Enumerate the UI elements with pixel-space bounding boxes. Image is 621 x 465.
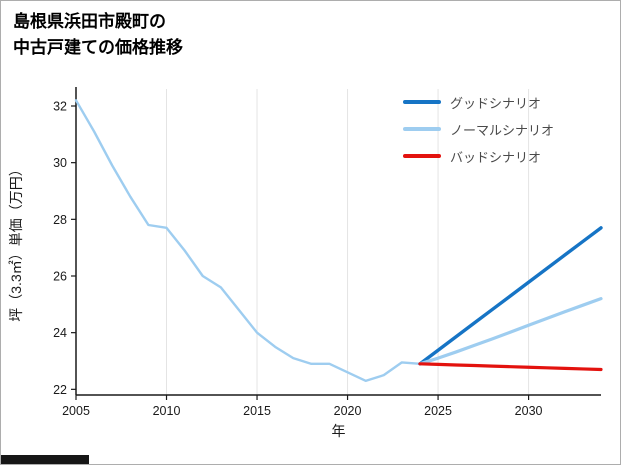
y-tick-label: 26 — [53, 270, 67, 284]
x-tick-label: 2025 — [424, 404, 452, 418]
legend-line-bad — [403, 154, 441, 158]
x-axis-label: 年 — [332, 423, 346, 439]
legend-label-bad: バッドシナリオ — [450, 149, 542, 165]
series-bad — [418, 362, 603, 372]
legend-item-bad: バッドシナリオ — [403, 147, 554, 165]
chart-title: 島根県浜田市殿町の 中古戸建ての価格推移 — [13, 9, 183, 60]
legend-label-normal: ノーマルシナリオ — [450, 122, 555, 138]
x-tick-label: 2030 — [515, 404, 543, 418]
legend-label-good: グッドシナリオ — [450, 95, 542, 111]
x-tick-label: 2010 — [153, 404, 181, 418]
legend-item-good: グッドシナリオ — [403, 93, 554, 111]
series-history — [74, 99, 422, 383]
legend-item-normal: ノーマルシナリオ — [403, 120, 554, 138]
y-tick-label: 28 — [53, 213, 67, 227]
y-tick-label: 32 — [53, 100, 67, 114]
y-axis-label: 坪（3.3㎡）単価（万円） — [8, 162, 24, 321]
series-normal — [418, 297, 603, 366]
x-tick-label: 2015 — [243, 404, 271, 418]
legend-line-good — [403, 100, 441, 104]
y-tick-label: 30 — [53, 156, 67, 170]
legend-line-normal — [403, 127, 441, 131]
x-tick-label: 2020 — [334, 404, 362, 418]
chart-title-line2: 中古戸建ての価格推移 — [13, 37, 183, 57]
chart-legend: グッドシナリオ ノーマルシナリオ バッドシナリオ — [403, 93, 554, 165]
y-tick-label: 24 — [53, 326, 67, 340]
cropped-logo-bar — [1, 455, 89, 464]
y-tick-label: 22 — [53, 383, 67, 397]
chart-title-line1: 島根県浜田市殿町の — [13, 12, 166, 31]
series-good — [418, 226, 603, 366]
x-tick-label: 2005 — [62, 404, 90, 418]
